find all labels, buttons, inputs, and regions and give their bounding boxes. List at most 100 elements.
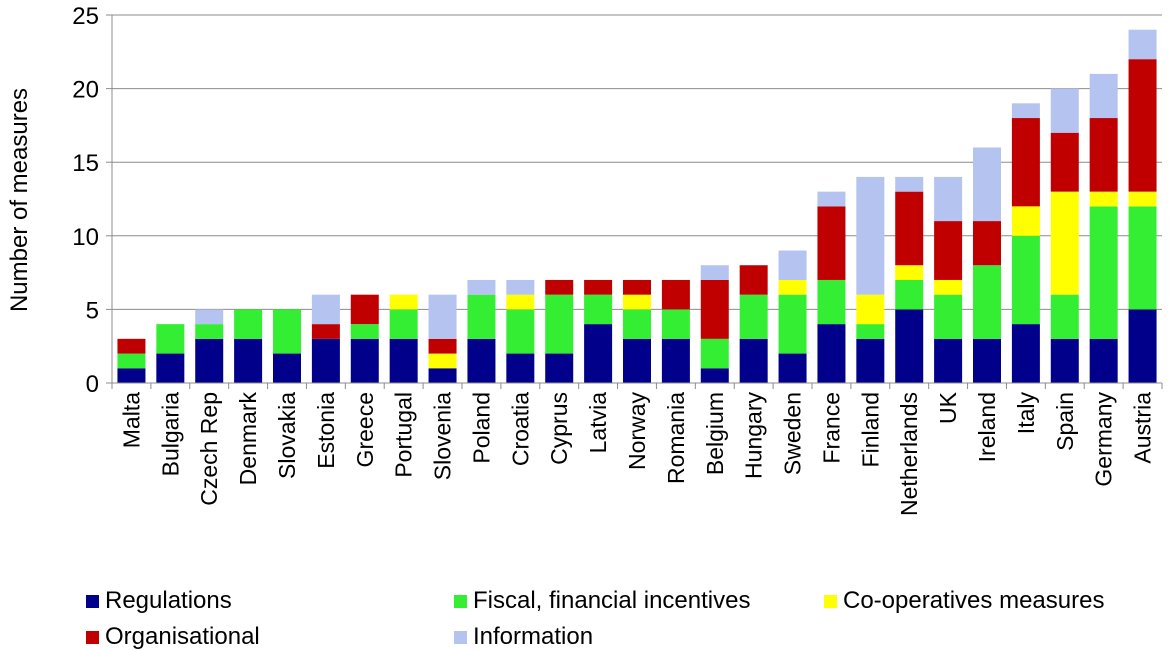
bar-segment <box>389 309 418 339</box>
bar-segment <box>195 324 224 339</box>
bar-segment <box>661 309 690 339</box>
x-tick-label: Netherlands <box>896 392 922 516</box>
bar-segment <box>700 368 729 383</box>
bar-segment <box>195 309 224 325</box>
y-tick-label: 10 <box>72 224 99 251</box>
legend-label: Regulations <box>105 587 232 614</box>
gridlines <box>112 14 1162 310</box>
bar-segment <box>428 353 457 369</box>
bar-segment <box>273 353 301 383</box>
bar-segment <box>545 353 574 383</box>
bar-segment <box>623 279 651 295</box>
bar-segment <box>311 338 340 383</box>
legend-swatch-cooperatives <box>824 594 837 608</box>
bar-segment <box>428 338 457 354</box>
bar-segment <box>661 338 690 383</box>
x-tick-label: Romania <box>663 392 689 484</box>
bar-segment <box>428 294 457 339</box>
legend-swatch-organisational <box>86 630 99 644</box>
x-tick-label: Italy <box>1013 392 1039 435</box>
x-tick-label: Spain <box>1052 392 1078 451</box>
bar-segment <box>817 324 846 383</box>
x-tick-label: Malta <box>118 392 144 448</box>
x-tick-label: France <box>818 392 844 464</box>
bar-segment <box>934 338 963 383</box>
bar-segment <box>234 338 263 383</box>
x-tick-label: Estonia <box>313 392 339 469</box>
legend-item-organisational: Organisational <box>86 625 260 649</box>
bar-segment <box>934 176 963 222</box>
x-tick-label: Greece <box>352 392 378 467</box>
bar-segment <box>1089 191 1118 207</box>
bar-segment <box>1128 59 1157 192</box>
x-tick-label: Slovenia <box>430 392 456 480</box>
bar-segment <box>1011 206 1040 236</box>
bar-segment <box>1089 206 1118 339</box>
bar-segment <box>1128 191 1157 207</box>
bar-segment <box>234 309 263 339</box>
legend-label: Fiscal, financial incentives <box>473 587 751 614</box>
bar-segment <box>506 353 535 383</box>
bar-segment <box>584 294 613 325</box>
x-tick-label: Cyprus <box>546 392 572 465</box>
bar-segment <box>1050 338 1079 383</box>
bar-segment <box>1011 118 1040 207</box>
bar-segment <box>273 309 301 354</box>
bar-segment <box>661 279 690 310</box>
bar-segment <box>934 294 963 339</box>
bar-segment <box>311 324 340 339</box>
bar-segment <box>817 206 846 280</box>
bar-segment <box>778 250 807 280</box>
bar-segment <box>973 147 1001 222</box>
axes <box>106 14 1163 389</box>
bar-segment <box>817 191 846 207</box>
bars <box>117 29 1157 383</box>
bar-segment <box>856 338 885 383</box>
bar-segment <box>1089 73 1118 119</box>
bar-segment <box>389 294 418 310</box>
x-tick-label: Poland <box>468 392 494 464</box>
legend-label: Organisational <box>105 623 260 650</box>
bar-segment <box>1089 338 1118 383</box>
bar-segment <box>739 338 768 383</box>
x-tick-label: Finland <box>857 392 883 467</box>
x-tick-label: Austria <box>1130 392 1156 464</box>
bar-segment <box>700 265 729 280</box>
bar-segment <box>1128 206 1157 310</box>
legend-item-fiscal: Fiscal, financial incentives <box>454 589 750 613</box>
bar-segment <box>700 338 729 369</box>
bar-segment <box>1089 118 1118 192</box>
bar-segment <box>467 294 496 339</box>
bar-segment <box>1128 309 1157 383</box>
bar-segment <box>700 279 729 339</box>
x-tick-label: Ireland <box>974 392 1000 462</box>
bar-segment <box>856 324 885 339</box>
y-tick-labels: 0 5 10 15 20 25 <box>72 3 99 398</box>
y-axis-label: Number of measures <box>6 88 33 312</box>
bar-segment <box>156 353 185 383</box>
legend-item-information: Information <box>454 625 593 649</box>
bar-segment <box>856 176 885 295</box>
bar-segment <box>545 279 574 295</box>
legend-item-cooperatives: Co-operatives measures <box>824 589 1104 613</box>
bar-segment <box>623 309 651 339</box>
bar-segment <box>973 338 1001 383</box>
bar-segment <box>428 368 457 383</box>
x-tick-label: Slovakia <box>274 392 300 479</box>
bar-segment <box>778 279 807 295</box>
bar-segment <box>1011 103 1040 119</box>
bar-segment <box>506 309 535 354</box>
bar-segment <box>934 221 963 280</box>
legend-label: Information <box>473 623 594 650</box>
x-tick-label: Denmark <box>235 392 261 486</box>
bar-segment <box>117 353 146 369</box>
bar-segment <box>117 368 146 383</box>
bar-segment <box>623 294 651 310</box>
x-tick-label: UK <box>935 391 961 424</box>
bar-segment <box>1050 88 1079 133</box>
bar-segment <box>895 309 924 383</box>
bar-segment <box>350 324 379 339</box>
bar-segment <box>934 279 963 295</box>
bar-segment <box>778 353 807 383</box>
